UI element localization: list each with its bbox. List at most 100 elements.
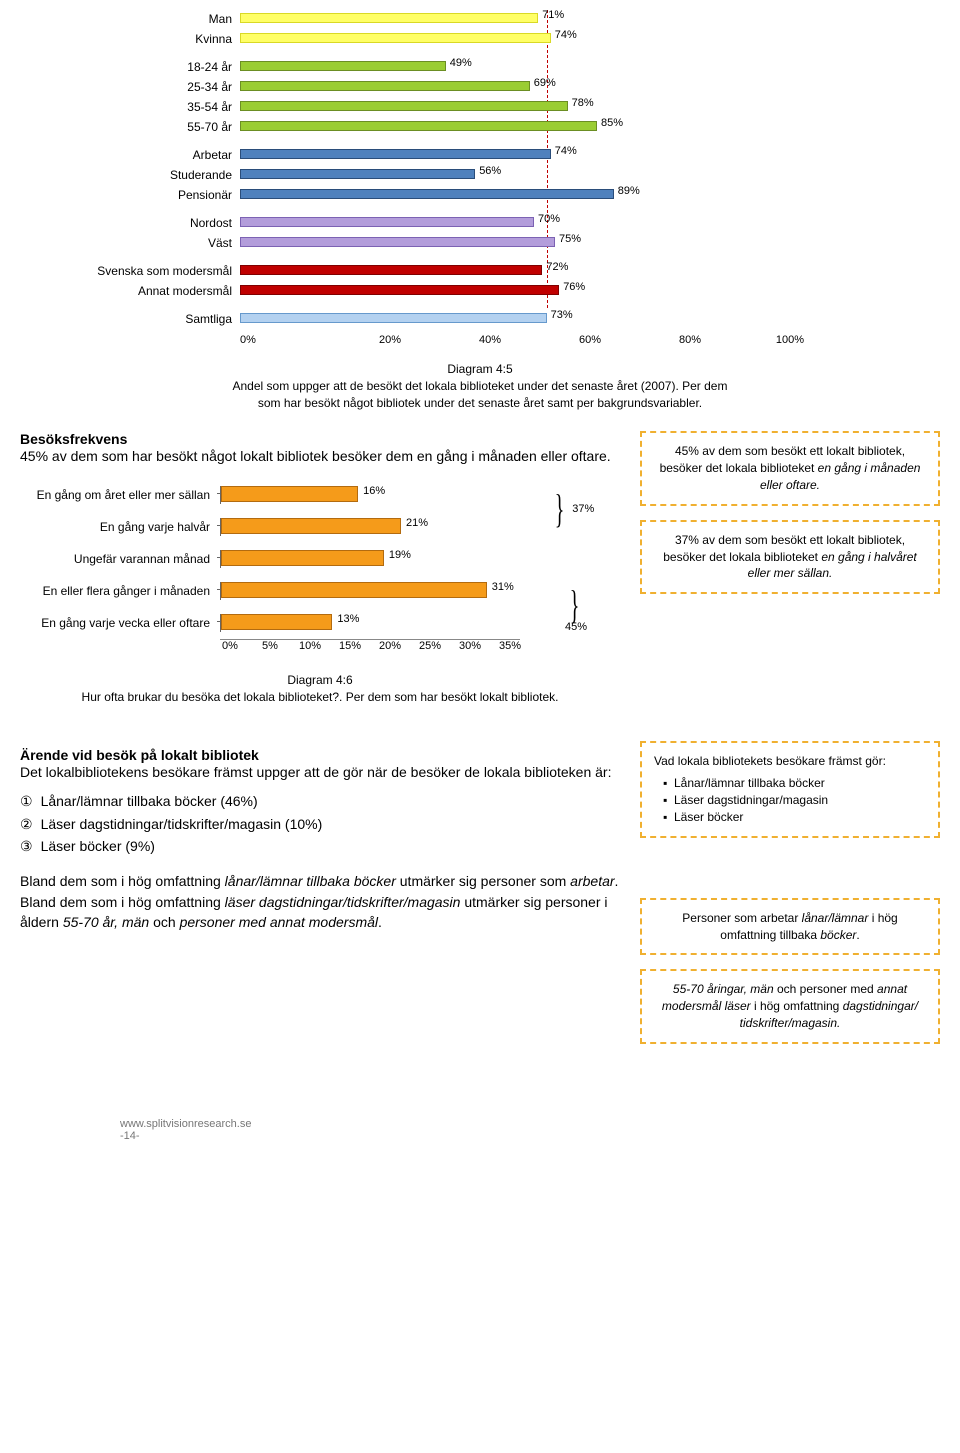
- chart45-bar: [240, 13, 538, 23]
- diagram-4-6-caption: Diagram 4:6 Hur ofta brukar du besöka de…: [60, 672, 580, 706]
- callout3-list: Lånar/lämnar tillbaka böckerLäser dagsti…: [654, 775, 926, 825]
- chart46-bar: [221, 518, 401, 534]
- chart46-row: En eller flera gånger i månaden 31%: [20, 575, 600, 607]
- chart45-value: 74%: [555, 145, 577, 157]
- chart45-bar: [240, 237, 555, 247]
- chart45-value: 70%: [538, 213, 560, 225]
- chart45-row-label: Samtliga: [60, 312, 240, 326]
- chart45-row-label: 25-34 år: [60, 80, 240, 94]
- chart46-row-label: Ungefär varannan månad: [20, 552, 220, 566]
- chart45-row: Nordost 70%: [60, 214, 660, 232]
- chart45-row-label: 55-70 år: [60, 120, 240, 134]
- chart45-value: 69%: [534, 77, 556, 89]
- chart45-bar: [240, 81, 530, 91]
- chart45-row: 55-70 år 85%: [60, 118, 660, 136]
- chart45-row: Arbetar 74%: [60, 146, 660, 164]
- callout-vad-gor: Vad lokala bibliotekets besökare främst …: [640, 741, 940, 838]
- chart46-row: En gång varje halvår 21%: [20, 511, 600, 543]
- chart45-row: 25-34 år 69%: [60, 78, 660, 96]
- chart45-value: 73%: [551, 309, 573, 321]
- chart46-brace-bottom: } 45%: [565, 589, 600, 633]
- chart45-row-label: Väst: [60, 236, 240, 250]
- chart45-bar: [240, 61, 446, 71]
- chart45-bar: [240, 33, 551, 43]
- chart45-row: Samtliga 73%: [60, 310, 660, 328]
- chart45-row-label: 35-54 år: [60, 100, 240, 114]
- chart45-bar: [240, 313, 547, 323]
- diagram-4-5-title: Diagram 4:5: [220, 361, 740, 378]
- chart45-row-label: Man: [60, 12, 240, 26]
- chart46-bar: [221, 582, 487, 598]
- chart45-bar: [240, 285, 559, 295]
- chart45-row: Pensionär 89%: [60, 186, 660, 204]
- diagram-4-5: Man 71% Kvinna74% 18-24 år 49% 25-34 år 69% 35-…: [60, 10, 660, 346]
- chart45-row: 35-54 år 78%: [60, 98, 660, 116]
- chart45-value: 89%: [618, 185, 640, 197]
- chart46-bar: [221, 614, 332, 630]
- diagram-4-5-caption: Diagram 4:5 Andel som uppger att de besö…: [220, 361, 740, 411]
- chart46-row: Ungefär varannan månad 19%: [20, 543, 600, 575]
- chart46-row-label: En gång om året eller mer sällan: [20, 488, 220, 502]
- callout3-item: Lånar/lämnar tillbaka böcker: [674, 775, 926, 792]
- chart45-value: 74%: [555, 29, 577, 41]
- chart45-value: 78%: [572, 97, 594, 109]
- chart45-value: 72%: [546, 261, 568, 273]
- chart46-row: En gång om året eller mer sällan 16%: [20, 479, 600, 511]
- diagram-4-6: En gång om året eller mer sällan16%En gå…: [20, 479, 600, 652]
- chart45-value: 56%: [479, 165, 501, 177]
- arende-list-item: Läser böcker (9%): [20, 835, 620, 857]
- callout-37pct: 37% av dem som besökt ett lokalt bibliot…: [640, 520, 940, 594]
- chart45-row-label: Nordost: [60, 216, 240, 230]
- chart45-row-label: Svenska som modersmål: [60, 264, 240, 278]
- chart45-row: Studerande 56%: [60, 166, 660, 184]
- chart45-value: 75%: [559, 233, 581, 245]
- chart45-bar: [240, 189, 614, 199]
- chart45-row: Man 71%: [60, 10, 660, 28]
- chart45-row-label: 18-24 år: [60, 60, 240, 74]
- chart45-bar: [240, 149, 551, 159]
- arende-paragraph: Bland dem som i hög omfattning lånar/läm…: [20, 871, 620, 932]
- chart46-bar: [221, 486, 358, 502]
- chart46-row-label: En gång varje halvår: [20, 520, 220, 534]
- arende-intro: Det lokalbibliotekens besökare främst up…: [20, 763, 620, 783]
- arende-heading: Ärende vid besök på lokalt bibliotek: [20, 747, 620, 763]
- chart45-row-label: Arbetar: [60, 148, 240, 162]
- footer-url: www.splitvisionresearch.se: [120, 1118, 940, 1130]
- chart46-value: 31%: [492, 581, 514, 593]
- chart46-row-label: En gång varje vecka eller oftare: [20, 616, 220, 630]
- chart46-value: 19%: [389, 549, 411, 561]
- callout-arbetar: Personer som arbetar lånar/lämnar i hög …: [640, 898, 940, 956]
- arende-list-item: Läser dagstidningar/tidskrifter/magasin …: [20, 813, 620, 835]
- chart45-bar: [240, 121, 597, 131]
- chart46-bar: [221, 550, 384, 566]
- callout3-lead: Vad lokala bibliotekets besökare främst …: [654, 753, 926, 770]
- besoksfrekvens-intro: 45% av dem som har besökt något lokalt b…: [20, 447, 620, 467]
- chart46-value: 13%: [337, 613, 359, 625]
- chart45-row: Kvinna74%: [60, 30, 660, 48]
- chart45-bar: [240, 169, 475, 179]
- chart45-value: 49%: [450, 57, 472, 69]
- chart46-brace-top: } 37%: [550, 493, 594, 525]
- callout3-item: Läser dagstidningar/magasin: [674, 792, 926, 809]
- page-footer: www.splitvisionresearch.se -14-: [20, 1118, 940, 1142]
- chart46-row-label: En eller flera gånger i månaden: [20, 584, 220, 598]
- chart45-row-label: Annat modersmål: [60, 284, 240, 298]
- arende-list-item: Lånar/lämnar tillbaka böcker (46%): [20, 790, 620, 812]
- chart46-value: 21%: [406, 517, 428, 529]
- callout-55-70: 55-70 åringar, män och personer med anna…: [640, 969, 940, 1043]
- chart45-row-label: Pensionär: [60, 188, 240, 202]
- chart45-row: Svenska som modersmål 72%: [60, 262, 660, 280]
- chart45-row: 18-24 år 49%: [60, 58, 660, 76]
- chart45-row-label: Studerande: [60, 168, 240, 182]
- callout3-item: Läser böcker: [674, 809, 926, 826]
- arende-list: Lånar/lämnar tillbaka böcker (46%)Läser …: [20, 790, 620, 857]
- diagram-4-5-text: Andel som uppger att de besökt det lokal…: [233, 379, 728, 410]
- chart45-bar: [240, 265, 542, 275]
- chart45-row: Väst 75%: [60, 234, 660, 252]
- chart45-value: 76%: [563, 281, 585, 293]
- besoksfrekvens-heading: Besöksfrekvens: [20, 431, 620, 447]
- chart46-value: 16%: [363, 485, 385, 497]
- chart45-value: 85%: [601, 117, 623, 129]
- chart45-value: 71%: [542, 9, 564, 21]
- chart45-row: Annat modersmål 76%: [60, 282, 660, 300]
